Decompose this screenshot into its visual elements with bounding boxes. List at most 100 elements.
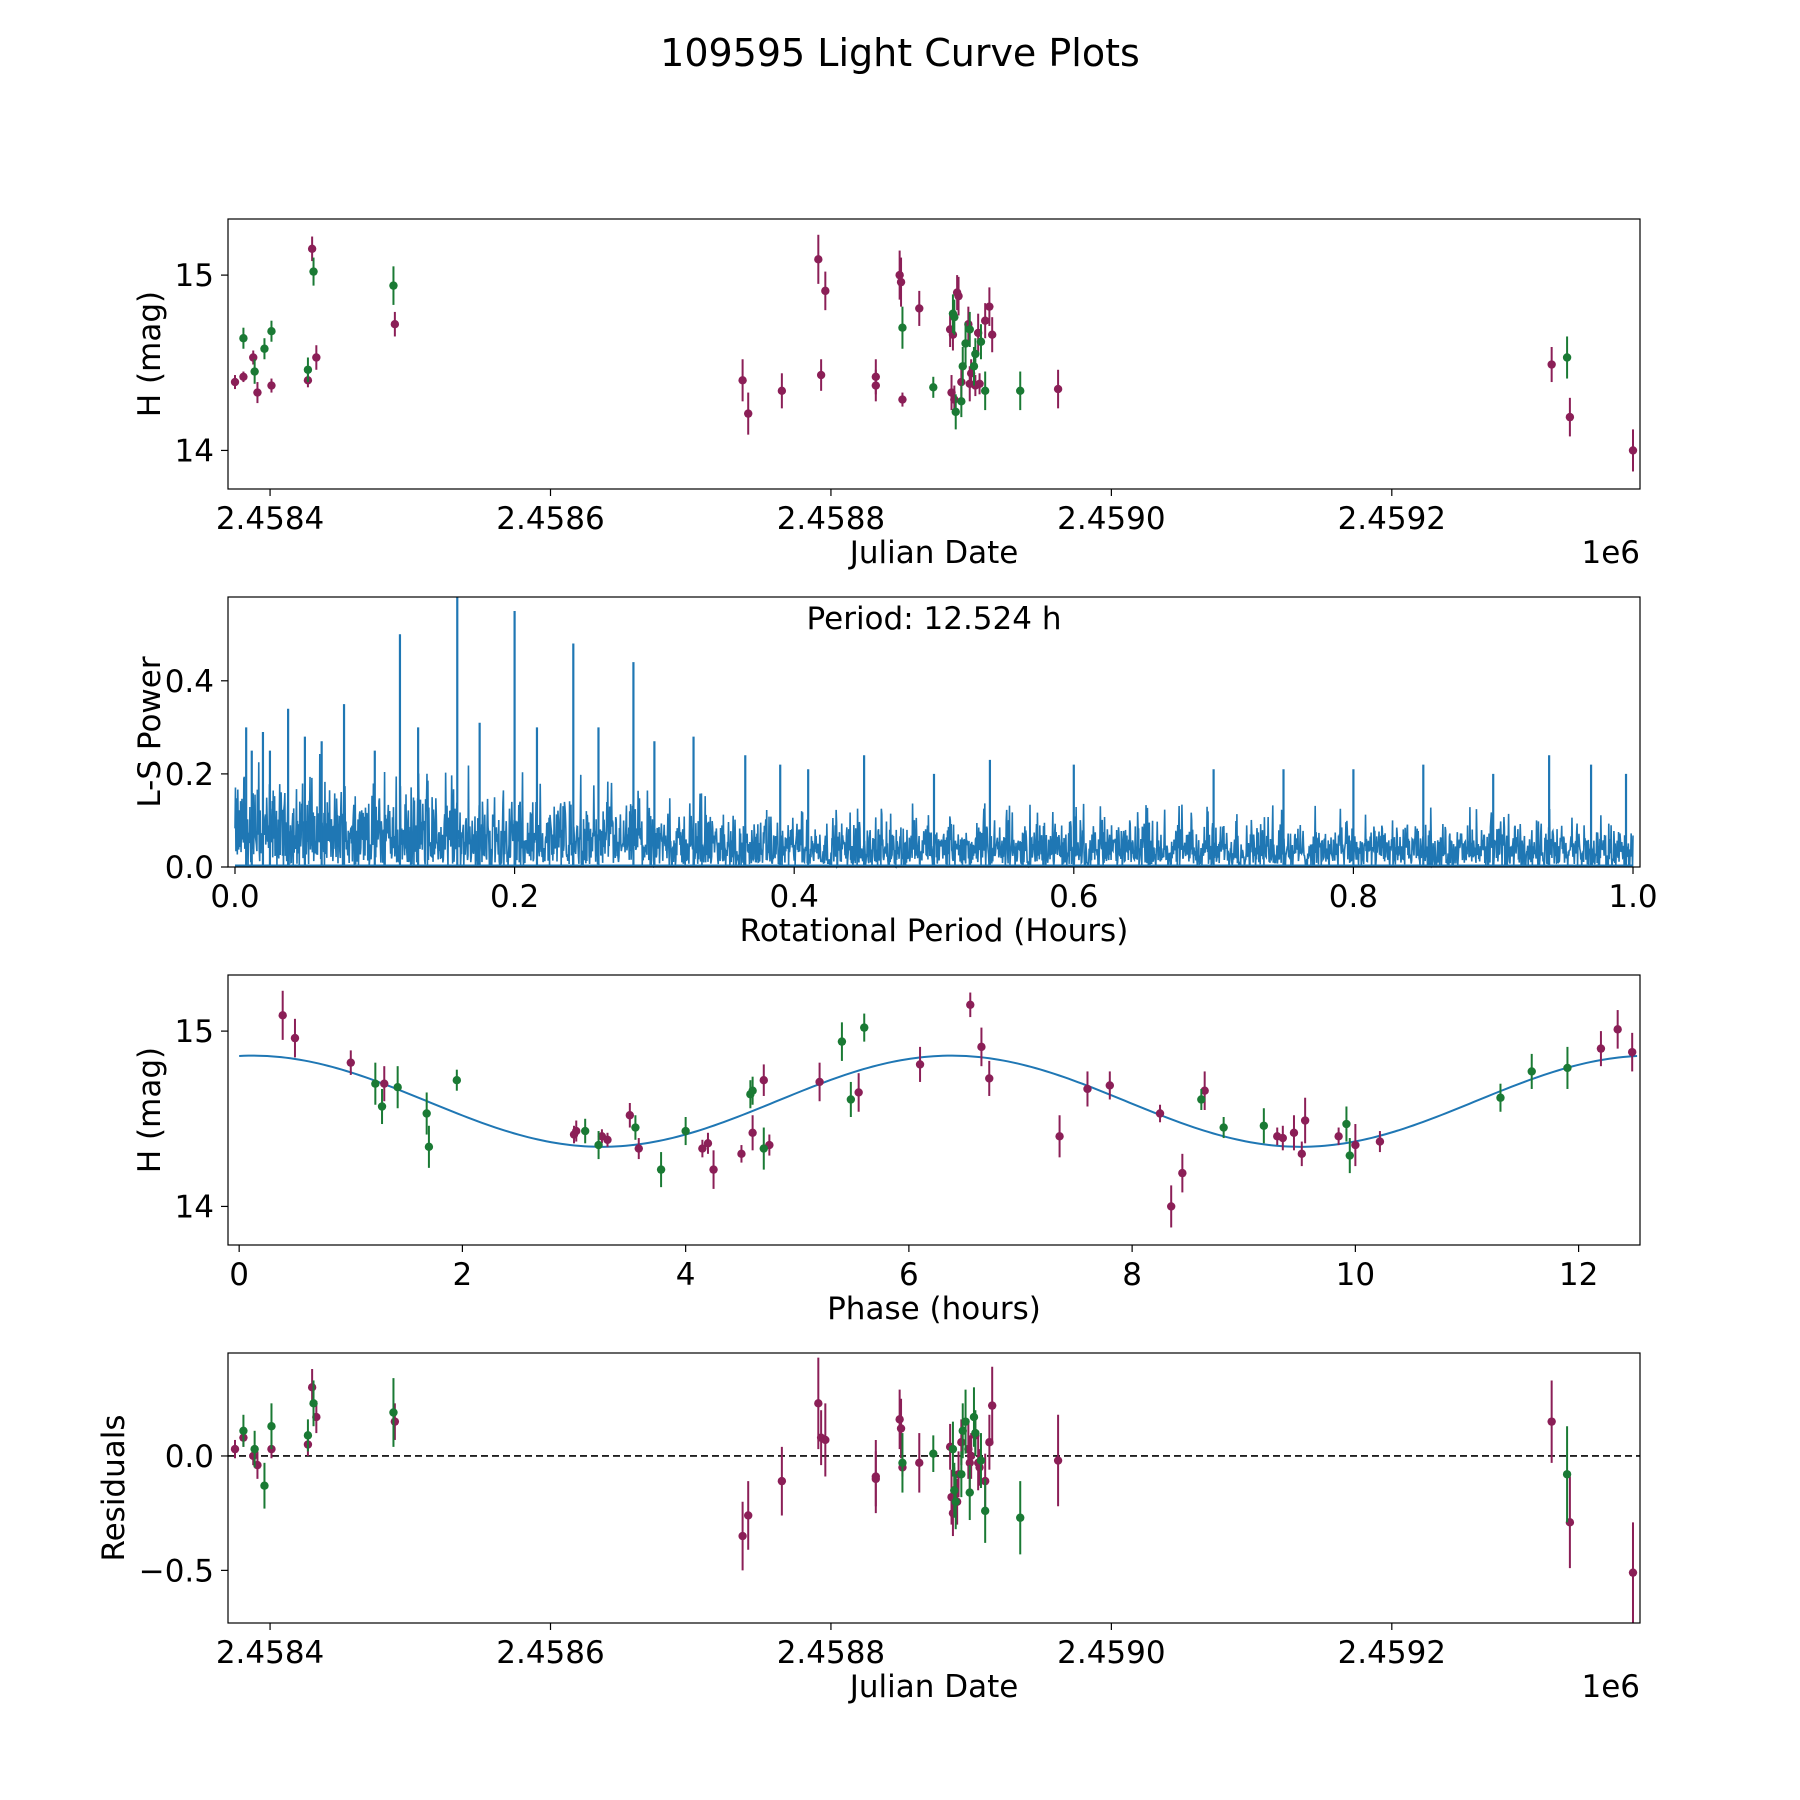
data-point — [377, 1102, 387, 1111]
data-point — [634, 1144, 643, 1153]
series-band-2 — [239, 257, 1572, 430]
data-point — [424, 1142, 434, 1152]
data-point — [929, 1449, 938, 1458]
data-point — [950, 1486, 959, 1495]
data-point — [1547, 1417, 1556, 1426]
x-tick-label: 2.4588 — [777, 1635, 885, 1671]
data-point — [898, 1458, 907, 1468]
x-tick-label: 1.0 — [1608, 879, 1657, 915]
data-point — [846, 1095, 856, 1104]
data-point — [422, 1109, 431, 1118]
x-tick-label: 8 — [1122, 1257, 1142, 1293]
data-point — [987, 330, 997, 339]
data-point — [267, 1422, 276, 1431]
data-point — [390, 319, 400, 329]
data-point — [1289, 1128, 1299, 1137]
data-point — [709, 1165, 718, 1174]
data-point — [976, 337, 986, 346]
x-tick-label: 0.8 — [1329, 879, 1378, 915]
x-offset-label: 1e6 — [1581, 535, 1640, 571]
data-point — [1342, 1119, 1351, 1129]
x-tick-label: 2 — [453, 1257, 473, 1293]
series-band-1 — [230, 234, 1638, 472]
data-point — [980, 1506, 990, 1516]
figure-title: 109595 Light Curve Plots — [660, 31, 1140, 75]
data-point — [971, 1428, 980, 1438]
data-point — [976, 1456, 986, 1465]
x-tick-label: 2.4586 — [496, 501, 604, 537]
series-band-2 — [239, 1378, 1572, 1555]
data-point — [814, 255, 823, 264]
data-point — [390, 1417, 400, 1426]
x-tick-label: 6 — [899, 1257, 919, 1293]
axes-frame — [227, 596, 1641, 868]
data-point — [312, 353, 321, 362]
data-point — [1563, 1063, 1572, 1073]
axes-frame — [227, 974, 1641, 1246]
data-point — [966, 1451, 976, 1461]
data-point — [603, 1135, 612, 1145]
data-point — [1016, 1513, 1025, 1522]
data-point — [1351, 1140, 1360, 1150]
data-point — [253, 388, 262, 397]
data-point — [572, 1126, 581, 1136]
y-tick-label: 0.2 — [165, 757, 214, 793]
data-point — [303, 1431, 313, 1440]
data-point — [977, 1042, 986, 1052]
data-point — [821, 286, 830, 296]
data-point — [1375, 1137, 1385, 1146]
panel-phase-folded: 0 2 4 6 8 10 12 14 15 Phase (hours) H (mag) — [132, 974, 1641, 1327]
data-point — [703, 1139, 713, 1148]
data-point — [249, 353, 258, 362]
y-tick-label: −0.5 — [139, 1553, 214, 1589]
series-band-2 — [371, 1013, 1572, 1188]
data-point — [814, 1399, 823, 1408]
data-point — [239, 372, 248, 381]
y-tick-label: 0.0 — [165, 1439, 214, 1475]
data-point — [737, 1149, 746, 1159]
x-tick-label: 2.4586 — [496, 1635, 604, 1671]
data-point — [1628, 1568, 1638, 1577]
data-point — [898, 323, 907, 332]
data-point — [1053, 1456, 1063, 1465]
data-point — [1055, 1132, 1064, 1141]
data-point — [1628, 446, 1638, 455]
x-tick-label: 0.6 — [1049, 879, 1098, 915]
data-point — [1197, 1095, 1206, 1104]
data-point — [871, 372, 881, 381]
data-point — [239, 334, 248, 343]
y-tick-label: 14 — [175, 433, 214, 469]
data-point — [303, 365, 313, 374]
data-point — [966, 1000, 975, 1010]
data-point — [1219, 1123, 1228, 1132]
data-point — [239, 1426, 248, 1435]
data-point — [837, 1037, 847, 1046]
data-point — [1300, 1116, 1310, 1125]
data-point — [307, 244, 317, 254]
data-point — [681, 1126, 690, 1136]
data-point — [957, 377, 966, 387]
data-layer — [278, 990, 1637, 1228]
x-tick-label: 2.4588 — [777, 501, 885, 537]
x-tick-label: 2.4584 — [216, 501, 324, 537]
data-point — [625, 1111, 635, 1120]
data-point — [267, 381, 276, 390]
data-point — [969, 1412, 979, 1422]
x-tick-label: 2.4590 — [1057, 1635, 1165, 1671]
data-point — [1105, 1081, 1115, 1090]
data-point — [309, 267, 318, 276]
data-point — [1562, 353, 1572, 362]
data-point — [1565, 412, 1575, 422]
axes-frame — [227, 218, 1641, 490]
data-point — [1345, 1151, 1354, 1160]
data-point — [985, 1074, 994, 1083]
data-point — [759, 1075, 768, 1085]
data-point — [815, 1077, 824, 1087]
x-tick-label: 0.4 — [770, 879, 819, 915]
x-axis-label: Julian Date — [848, 1669, 1019, 1705]
x-tick-label: 2.4592 — [1338, 1635, 1446, 1671]
data-point — [985, 302, 994, 311]
data-point — [452, 1075, 462, 1085]
